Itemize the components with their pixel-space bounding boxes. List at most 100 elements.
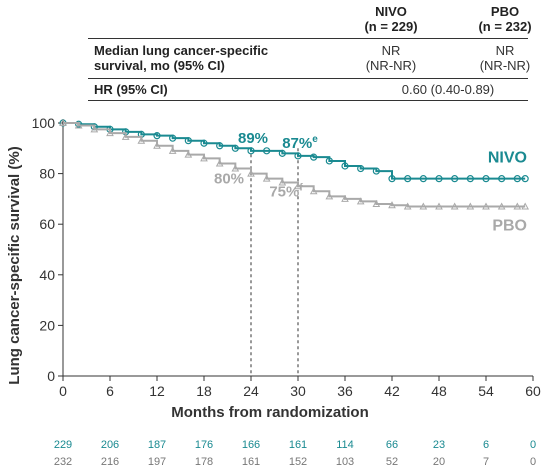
- nivo-censor-mark: [435, 175, 443, 183]
- pbo-censor-mark: [341, 194, 349, 202]
- x-axis-label: Months from randomization: [171, 404, 369, 421]
- x-tick-label: 24: [243, 383, 259, 399]
- pbo-censor-mark: [513, 202, 522, 210]
- km-chart: 0 20 40 60 80 100 0 6 12 18 24 30 36 42 48 54 60 Months f…: [6, 115, 541, 421]
- nivo-at-risk-count: 66: [385, 439, 399, 451]
- pbo-censor-mark: [521, 202, 530, 210]
- pbo-censor-mark: [121, 132, 130, 140]
- nivo-censor-mark: [231, 144, 239, 152]
- pbo-at-risk-count: 152: [288, 456, 308, 468]
- nivo-censor-mark: [466, 175, 474, 183]
- nivo-at-risk-count: 23: [432, 439, 446, 451]
- pbo-at-risk-count: 103: [335, 456, 355, 468]
- nivo-censor-mark: [521, 175, 529, 183]
- curve-labels: 89% 87%e 80% 75%f NIVO PBO: [214, 130, 527, 235]
- y-tick-label: 60: [39, 216, 55, 232]
- nivo-censor-mark: [325, 157, 333, 165]
- pbo-at-risk-count: 232: [53, 456, 73, 468]
- y-tick-label: 80: [39, 166, 55, 182]
- pbo-censor-mark: [497, 202, 506, 210]
- pbo-curve: [63, 122, 526, 208]
- pbo-censor-mark: [325, 192, 334, 200]
- pbo-censor-mark: [466, 202, 475, 210]
- pbo-censor-mark: [482, 202, 490, 210]
- nivo-at-risk-count: 206: [100, 439, 120, 451]
- median-label-line1: Median lung cancer-specific: [94, 43, 269, 58]
- hr-label: HR (95% CI): [94, 82, 168, 97]
- x-tick-label: 54: [478, 383, 494, 399]
- pbo-censor-mark: [168, 146, 177, 154]
- pbo-censor-mark: [200, 154, 208, 162]
- nivo-censor-mark: [263, 147, 271, 155]
- chart-axes: 0 20 40 60 80 100 0 6 12 18 24 30 36 42 48 54 60 Months f…: [6, 115, 541, 421]
- pbo-censor-mark: [435, 202, 443, 210]
- annotation-footnote-mark: e: [312, 134, 318, 145]
- pbo-censor-mark: [247, 169, 255, 177]
- y-tick-label: 40: [39, 267, 55, 283]
- median-label: Median lung cancer-specific survival, mo…: [94, 43, 268, 73]
- annotation-87-pct: 87%e: [282, 134, 318, 152]
- y-tick-label: 100: [32, 115, 56, 131]
- pbo-at-risk-count: 20: [432, 456, 446, 468]
- nivo-at-risk-count: 176: [194, 439, 214, 451]
- nivo-censor-mark: [451, 175, 459, 183]
- pbo-at-risk-count: 52: [385, 456, 399, 468]
- pbo-censor-mark: [74, 121, 83, 129]
- nivo-censor-mark: [341, 162, 349, 170]
- nivo-at-risk-count: 6: [482, 439, 490, 451]
- annotation-89-pct: 89%: [238, 130, 268, 147]
- pbo-censor-mark: [403, 202, 412, 210]
- pbo-censor-mark: [215, 159, 224, 167]
- nivo-censor-mark: [200, 139, 208, 147]
- x-tick-label: 18: [196, 383, 212, 399]
- x-tick-label: 30: [290, 383, 306, 399]
- nivo-curve: [63, 122, 526, 180]
- nivo-median: NR (NR-NR): [346, 43, 436, 73]
- nivo-header: NIVO (n = 229): [346, 4, 436, 34]
- nivo-censor-mark: [294, 152, 302, 160]
- pbo-censor-mark: [372, 199, 381, 207]
- nivo-censor-mark: [372, 167, 380, 175]
- hr-value: 0.60 (0.40-0.89): [401, 82, 495, 97]
- pbo-censor-mark: [388, 201, 396, 209]
- nivo-censor-mark: [247, 147, 255, 155]
- pbo-at-risk-count: 178: [194, 456, 214, 468]
- nivo-at-risk-count: 229: [53, 439, 73, 451]
- nivo-at-risk-count: 166: [241, 439, 261, 451]
- nivo-censor-mark: [498, 175, 506, 183]
- pbo-censor-mark: [184, 150, 193, 158]
- x-tick-label: 42: [384, 383, 400, 399]
- pbo-censor-mark: [153, 141, 161, 149]
- pbo-median-ci: (NR-NR): [479, 58, 531, 73]
- pbo-at-risk-count: 216: [100, 456, 120, 468]
- pbo-header-n: (n = 232): [478, 19, 532, 34]
- x-tick-label: 12: [149, 383, 165, 399]
- pbo-censor-mark: [450, 202, 459, 210]
- x-tick-label: 0: [59, 383, 67, 399]
- pbo-at-risk-count: 197: [147, 456, 167, 468]
- pbo-header-name: PBO: [490, 4, 520, 19]
- pbo-censor-mark: [294, 182, 302, 190]
- nivo-censor-mark: [169, 134, 177, 142]
- nivo-censor-mark: [357, 164, 365, 173]
- pbo-censor-mark: [278, 178, 287, 186]
- x-tick-label: 36: [337, 383, 353, 399]
- nivo-median-value: NR: [381, 43, 401, 58]
- median-label-line2: survival, mo (95% CI): [94, 58, 225, 73]
- pbo-header: PBO (n = 232): [460, 4, 550, 34]
- annotation-80-pct: 80%: [214, 171, 244, 188]
- pbo-censor-mark: [137, 136, 146, 144]
- x-tick-label: 48: [431, 383, 447, 399]
- nivo-median-ci: (NR-NR): [365, 58, 417, 73]
- x-tick-label: 60: [525, 383, 541, 399]
- nivo-at-risk-count: 187: [147, 439, 167, 451]
- pbo-censor-mark: [356, 197, 365, 205]
- pbo-censor-mark: [309, 187, 318, 195]
- pbo-censor-mark: [106, 129, 114, 137]
- nivo-series-label: NIVO: [488, 150, 527, 167]
- pbo-censor-mark: [59, 118, 67, 126]
- pbo-censor-mark: [262, 174, 271, 182]
- nivo-censor-mark: [153, 132, 161, 140]
- pbo-at-risk-count: 161: [241, 456, 261, 468]
- nivo-at-risk-count: 0: [529, 439, 537, 451]
